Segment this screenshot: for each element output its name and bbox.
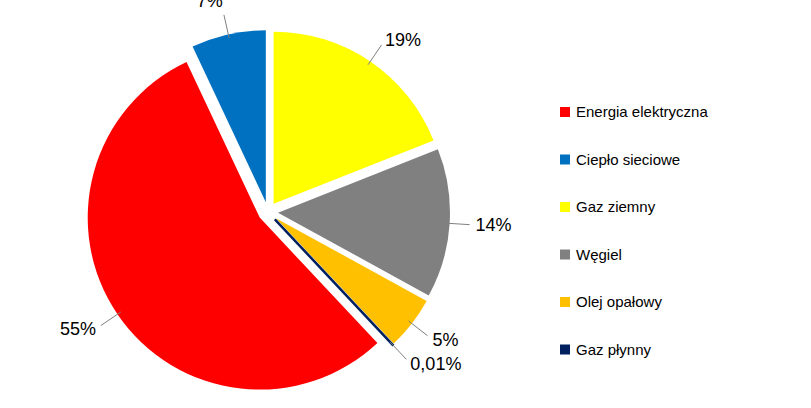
data-labels: 55% 7% 19% 14% 5% 0,01% — [60, 0, 512, 374]
data-label: 7% — [197, 0, 223, 11]
legend-item: Gaz ziemny — [560, 198, 656, 215]
leader-line — [390, 342, 406, 359]
leader-line — [224, 15, 229, 38]
legend-item: Ciepło sieciowe — [560, 151, 680, 168]
chart: 55% 7% 19% 14% 5% 0,01% Energia elektryczna Cie… — [0, 0, 811, 408]
legend-swatch — [560, 155, 570, 165]
legend-swatch — [560, 345, 570, 355]
legend-label: Węgiel — [576, 246, 622, 263]
legend-label: Gaz ziemny — [576, 198, 656, 215]
leader-line — [446, 223, 470, 225]
legend-item: Gaz płynny — [560, 341, 652, 358]
data-label: 55% — [60, 319, 96, 339]
legend-label: Ciepło sieciowe — [576, 151, 680, 168]
legend-swatch — [560, 107, 570, 117]
leader-line — [368, 45, 381, 65]
data-label: 0,01% — [410, 354, 461, 374]
data-label: 5% — [432, 330, 458, 350]
legend-label: Gaz płynny — [576, 341, 652, 358]
leader-line — [409, 321, 428, 336]
data-label: 19% — [385, 30, 421, 50]
legend-swatch — [560, 297, 570, 307]
legend-item: Węgiel — [560, 246, 622, 263]
pie-slice — [275, 219, 393, 344]
pie — [88, 30, 450, 389]
legend-item: Olej opałowy — [560, 293, 662, 310]
legend: Energia elektryczna Ciepło sieciowe Gaz zi… — [560, 103, 708, 358]
pie-slice — [193, 30, 266, 202]
pie-slice — [276, 218, 427, 343]
legend-label: Energia elektryczna — [576, 103, 708, 120]
legend-swatch — [560, 250, 570, 260]
legend-swatch — [560, 202, 570, 212]
leader-line — [101, 312, 121, 325]
data-label: 14% — [476, 215, 512, 235]
legend-label: Olej opałowy — [576, 293, 662, 310]
legend-item: Energia elektryczna — [560, 103, 708, 120]
